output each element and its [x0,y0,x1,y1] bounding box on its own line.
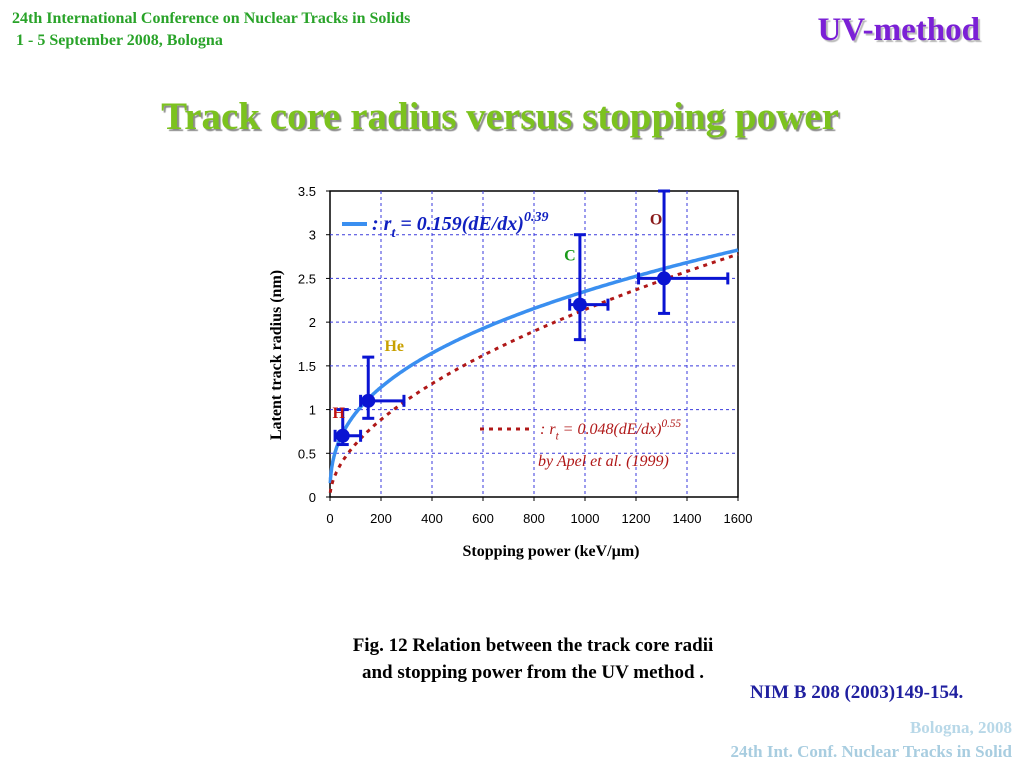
x-tick-label: 1200 [622,511,651,526]
legend-note: by Apel et al. (1999) [538,453,669,470]
chart-points: H He C O [333,189,730,447]
x-tick-label: 1000 [571,511,600,526]
data-point-c: C [564,233,610,342]
x-tick-label: 400 [421,511,443,526]
y-tick-label: 0 [309,490,316,505]
y-tick-label: 1 [309,403,316,418]
conference-name: 24th International Conference on Nuclear… [12,10,411,27]
legend-formula: : rt = 0.159(dE/dx)0.39 [372,210,548,241]
x-tick-label: 0 [326,511,333,526]
footer-conference: 24th Int. Conf. Nuclear Tracks in Solid [730,742,1013,761]
y-tick-label: 1.5 [298,359,316,374]
point-marker [335,428,350,443]
x-tick-label: 600 [472,511,494,526]
legend-apel: : rt = 0.048(dE/dx)0.55 by Apel et al. (1… [480,418,681,470]
point-label: He [384,338,404,355]
x-tick-label: 800 [523,511,545,526]
point-label: H [333,405,346,422]
method-label: UV-method [817,12,980,48]
chart-ticks: 0 200 400 600 800 1000 1200 1400 1600 0 0.5 1 1.5 2 2.… [298,184,753,526]
y-tick-label: 2.5 [298,271,316,286]
data-point-he: He [359,338,406,420]
point-marker [657,271,672,286]
slide-footer: Bologna, 2008 24th Int. Conf. Nuclear Tr… [731,716,1013,764]
apel-curve [328,252,739,493]
point-marker [572,297,587,312]
footer-location: Bologna, 2008 [909,718,1012,737]
x-tick-label: 1400 [673,511,702,526]
reference-citation: NIM B 208 (2003)149-154. [750,682,964,703]
y-axis-label: Latent track radius (nm) [268,270,285,440]
conference-header: 24th International Conference on Nuclear… [12,8,410,52]
y-tick-label: 3 [309,228,316,243]
slide-title: Track core radius versus stopping power [161,95,839,138]
legend-formula: : rt = 0.048(dE/dx)0.55 [540,418,681,443]
point-label: O [650,211,662,228]
y-tick-label: 3.5 [298,184,316,199]
figure-caption: Fig. 12 Relation between the track core … [352,635,714,683]
legend-fit: : rt = 0.159(dE/dx)0.39 [342,210,548,241]
x-axis-label: Stopping power (keV/µm) [463,543,640,560]
x-tick-label: 200 [370,511,392,526]
chart-legend: : rt = 0.159(dE/dx)0.39 : rt = 0.048(dE/d… [342,210,681,470]
data-point-o: O [637,189,730,315]
conference-dates: 1 - 5 September 2008, Bologna [12,32,223,49]
y-tick-label: 0.5 [298,446,316,461]
y-tick-label: 2 [309,315,316,330]
point-label: C [564,248,576,265]
x-tick-label: 1600 [724,511,753,526]
point-marker [361,393,376,408]
data-point-h: H [333,405,363,447]
